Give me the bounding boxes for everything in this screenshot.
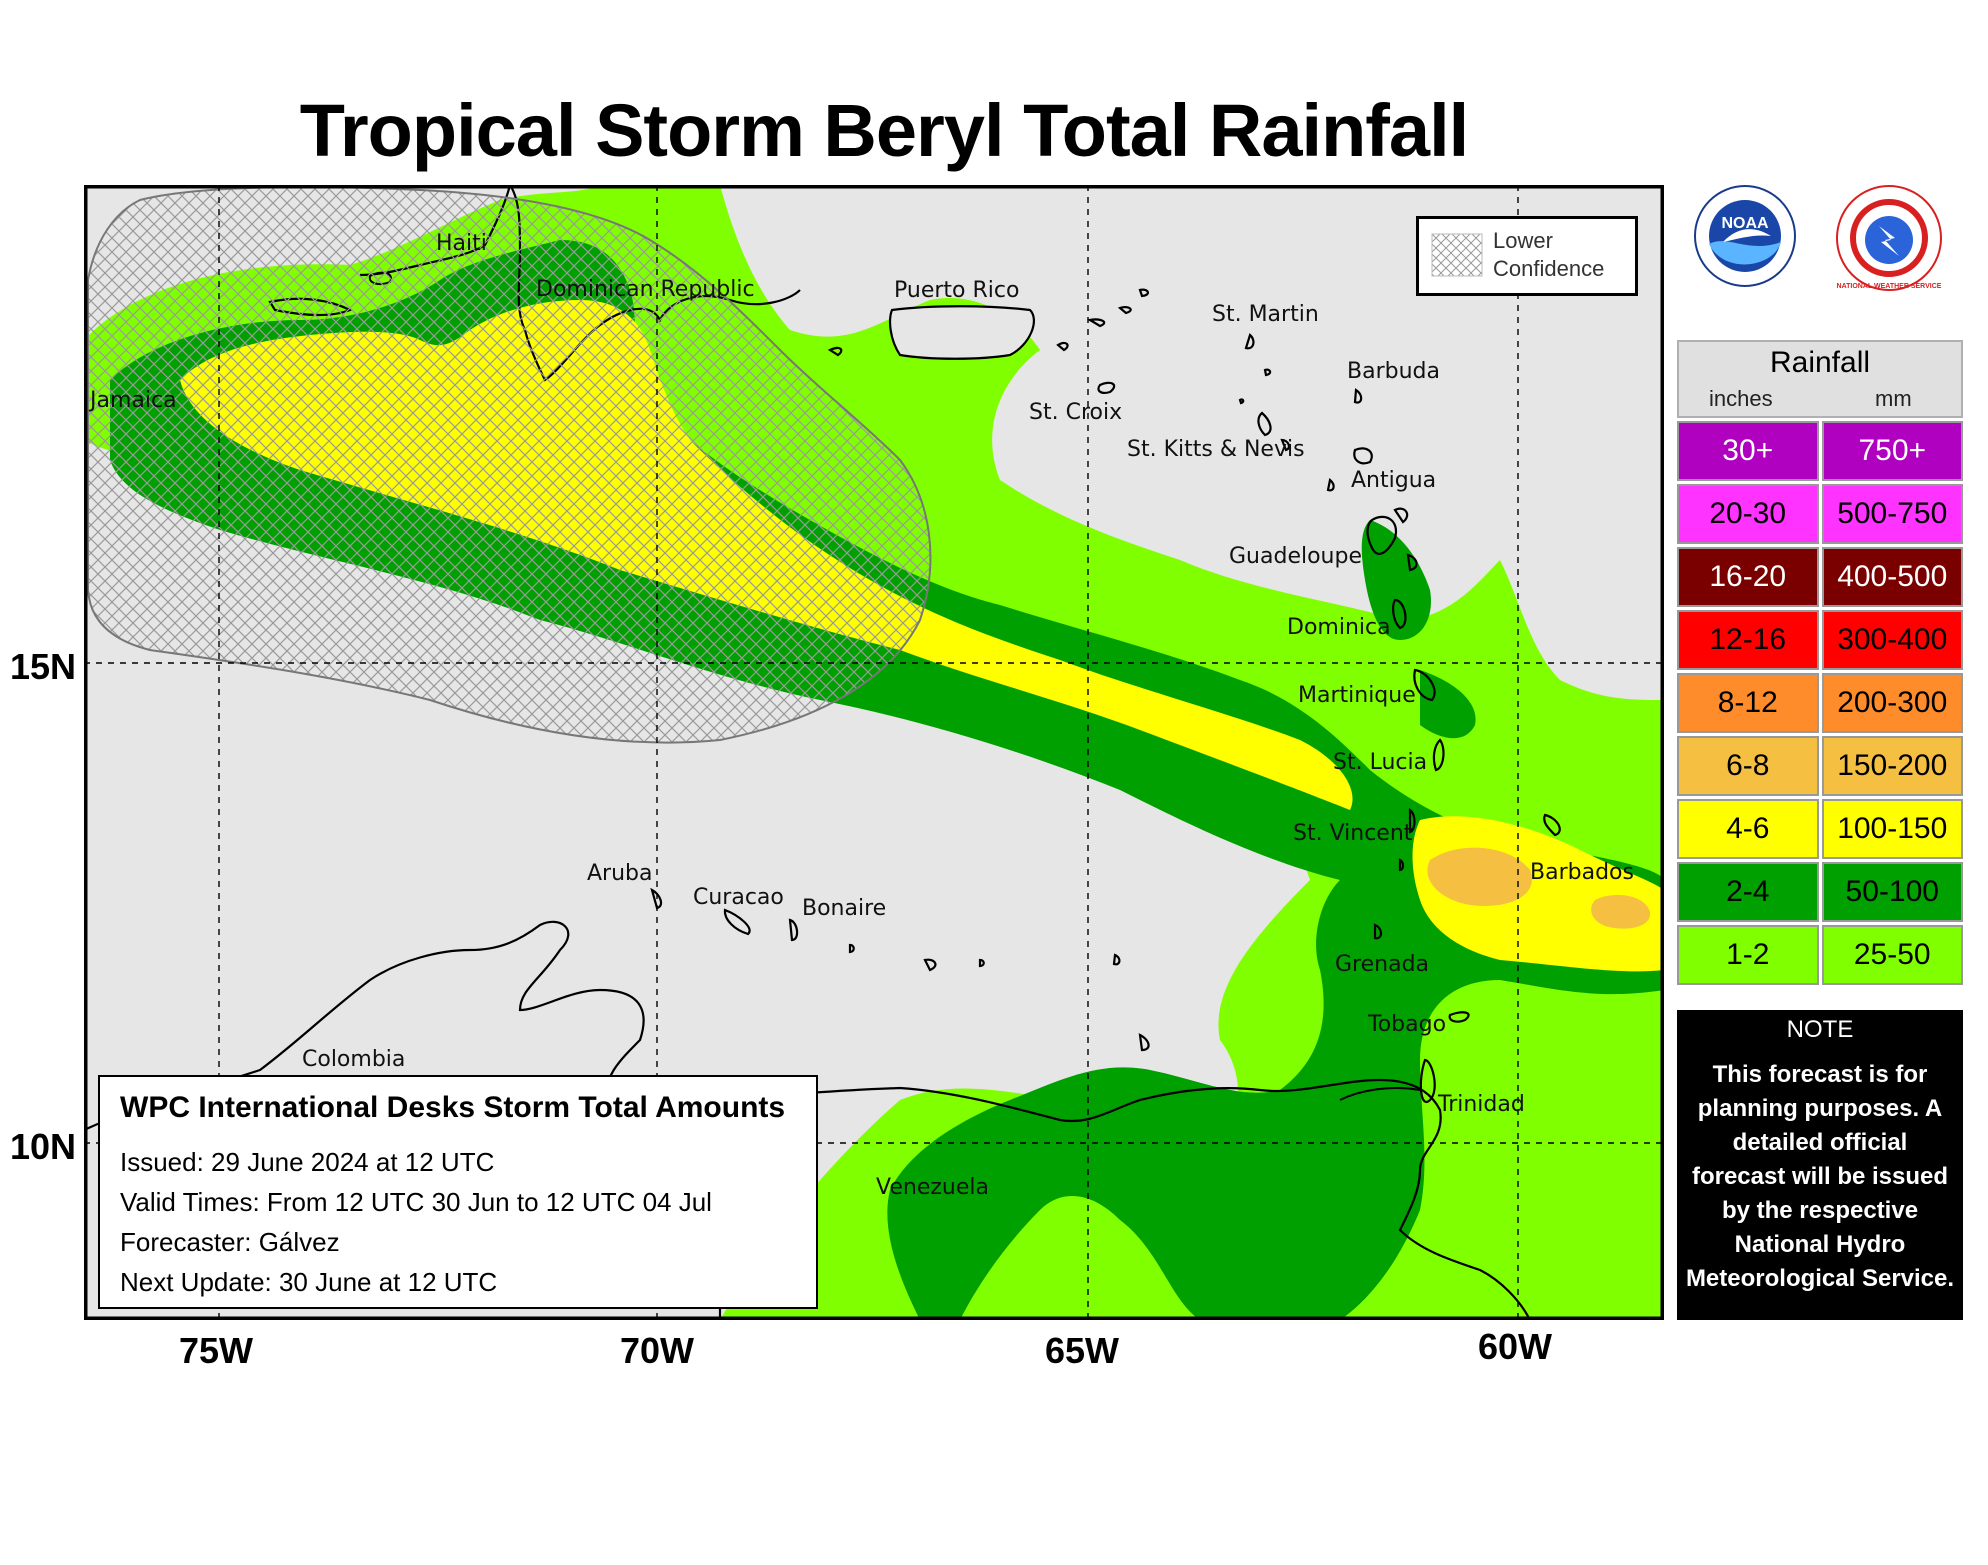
info-valid-times: Valid Times: From 12 UTC 30 Jun to 12 UT… (120, 1187, 712, 1217)
label-barbuda: Barbuda (1347, 359, 1440, 384)
rainfall-legend-inches-cell: 12-16 (1677, 610, 1819, 670)
label-jamaica: Jamaica (88, 388, 177, 413)
hatch-swatch (1431, 233, 1483, 277)
note-title: NOTE (1786, 1016, 1854, 1043)
label-st-lucia: St. Lucia (1333, 750, 1427, 775)
label-dominican-republic: Dominican Republic (536, 277, 755, 302)
info-next-update: Next Update: 30 June at 12 UTC (120, 1267, 498, 1297)
rainfall-legend-row: 20-30 500-750 (1677, 484, 1963, 544)
rainfall-legend-unit-inches: inches (1709, 386, 1773, 411)
rainfall-legend-inches-cell: 16-20 (1677, 547, 1819, 607)
label-colombia: Colombia (302, 1047, 405, 1072)
rainfall-legend-inches-cell: 8-12 (1677, 673, 1819, 733)
label-venezuela: Venezuela (876, 1175, 989, 1200)
rainfall-legend-mm-cell: 150-200 (1821, 736, 1963, 796)
info-title: WPC International Desks Storm Total Amou… (120, 1091, 786, 1124)
confidence-legend-line2: Confidence (1493, 256, 1605, 281)
label-tobago: Tobago (1367, 1012, 1446, 1037)
coast-paria (1339, 1087, 1421, 1101)
rain-band-6-8-b (1591, 894, 1651, 929)
note-box: NOTE This forecast is for planning purpo… (1677, 1010, 1963, 1320)
label-barbados: Barbados (1530, 860, 1634, 885)
label-dominica: Dominica (1287, 615, 1391, 640)
rainfall-legend-inches-cell: 4-6 (1677, 799, 1819, 859)
rainfall-legend-mm-cell: 750+ (1821, 421, 1963, 481)
coast-venezuela (719, 1078, 1531, 1320)
rainfall-legend-title: Rainfall (1769, 346, 1871, 379)
label-puerto-rico: Puerto Rico (894, 278, 1019, 303)
info-issued: Issued: 29 June 2024 at 12 UTC (120, 1147, 495, 1177)
label-haiti: Haiti (436, 231, 487, 256)
rainfall-legend-mm-cell: 50-100 (1821, 862, 1963, 922)
lon-label-75w: 75W (179, 1330, 254, 1371)
land-puerto-rico (889, 305, 1036, 360)
label-curacao: Curacao (693, 885, 784, 910)
rainfall-legend-row: 1-2 25-50 (1677, 925, 1963, 985)
lon-label-70w: 70W (620, 1330, 695, 1371)
rainfall-legend-mm-cell: 500-750 (1821, 484, 1963, 544)
label-st-vincent: St. Vincent (1293, 821, 1413, 846)
rainfall-legend: Rainfall inches mm 30+ 750+ 20-30 500-750 16… (1677, 340, 1963, 985)
nws-logo: NATIONAL WEATHER SERVICE (1836, 185, 1942, 291)
label-martinique: Martinique (1298, 683, 1416, 708)
label-st-martin: St. Martin (1212, 302, 1319, 327)
rainfall-legend-mm-cell: 400-500 (1821, 547, 1963, 607)
label-antigua: Antigua (1351, 468, 1436, 493)
rainfall-legend-row: 30+ 750+ (1677, 421, 1963, 481)
info-box: WPC International Desks Storm Total Amou… (98, 1075, 818, 1309)
rainfall-legend-mm-cell: 100-150 (1821, 799, 1963, 859)
label-aruba: Aruba (587, 861, 652, 886)
note-body: This forecast is for planning purposes. … (1685, 1061, 1955, 1292)
rainfall-legend-mm-cell: 200-300 (1821, 673, 1963, 733)
rainfall-legend-inches-cell: 20-30 (1677, 484, 1819, 544)
label-guadeloupe: Guadeloupe (1229, 544, 1362, 569)
rainfall-legend-row: 6-8 150-200 (1677, 736, 1963, 796)
small-islands (650, 288, 1561, 1104)
graticule (84, 185, 1664, 1320)
rainfall-legend-header: Rainfall inches mm (1677, 340, 1963, 418)
info-forecaster: Forecaster: Gálvez (120, 1227, 340, 1257)
rainfall-legend-mm-cell: 300-400 (1821, 610, 1963, 670)
noaa-logo: NOAA (1694, 185, 1796, 287)
rainfall-legend-unit-mm: mm (1875, 386, 1912, 411)
lon-label-60w: 60W (1478, 1326, 1553, 1367)
rainfall-legend-row: 8-12 200-300 (1677, 673, 1963, 733)
rainfall-legend-inches-cell: 30+ (1677, 421, 1819, 481)
label-bonaire: Bonaire (802, 896, 886, 921)
lat-label-10n: 10N (10, 1126, 77, 1167)
rainfall-legend-inches-cell: 1-2 (1677, 925, 1819, 985)
confidence-legend-line1: Lower (1493, 228, 1553, 253)
rainfall-legend-inches-cell: 6-8 (1677, 736, 1819, 796)
rainfall-legend-row: 12-16 300-400 (1677, 610, 1963, 670)
label-grenada: Grenada (1335, 952, 1429, 977)
rain-band-6-8-a (1427, 847, 1532, 906)
map-frame (84, 185, 1664, 1320)
rain-band-2-4-leeward (1361, 520, 1431, 640)
rainfall-legend-mm-cell: 25-50 (1821, 925, 1963, 985)
lower-confidence-area (87, 186, 932, 744)
rainfall-legend-rows: 30+ 750+ 20-30 500-750 16-20 400-500 12-16 300-… (1677, 421, 1963, 985)
map-title: Tropical Storm Beryl Total Rainfall (299, 89, 1469, 172)
rainfall-legend-row: 2-4 50-100 (1677, 862, 1963, 922)
rainfall-legend-inches-cell: 2-4 (1677, 862, 1819, 922)
confidence-legend: Lower Confidence (1416, 216, 1638, 296)
noaa-logo-text: NOAA (1721, 215, 1769, 232)
label-st-croix: St. Croix (1029, 400, 1122, 425)
nws-logo-text: NATIONAL WEATHER SERVICE (1837, 283, 1942, 290)
lat-label-15n: 15N (10, 646, 77, 687)
lon-label-65w: 65W (1045, 1330, 1120, 1371)
label-trinidad: Trinidad (1437, 1092, 1525, 1117)
rainfall-legend-row: 16-20 400-500 (1677, 547, 1963, 607)
rainfall-legend-row: 4-6 100-150 (1677, 799, 1963, 859)
label-st-kitts: St. Kitts & Nevis (1127, 437, 1305, 462)
